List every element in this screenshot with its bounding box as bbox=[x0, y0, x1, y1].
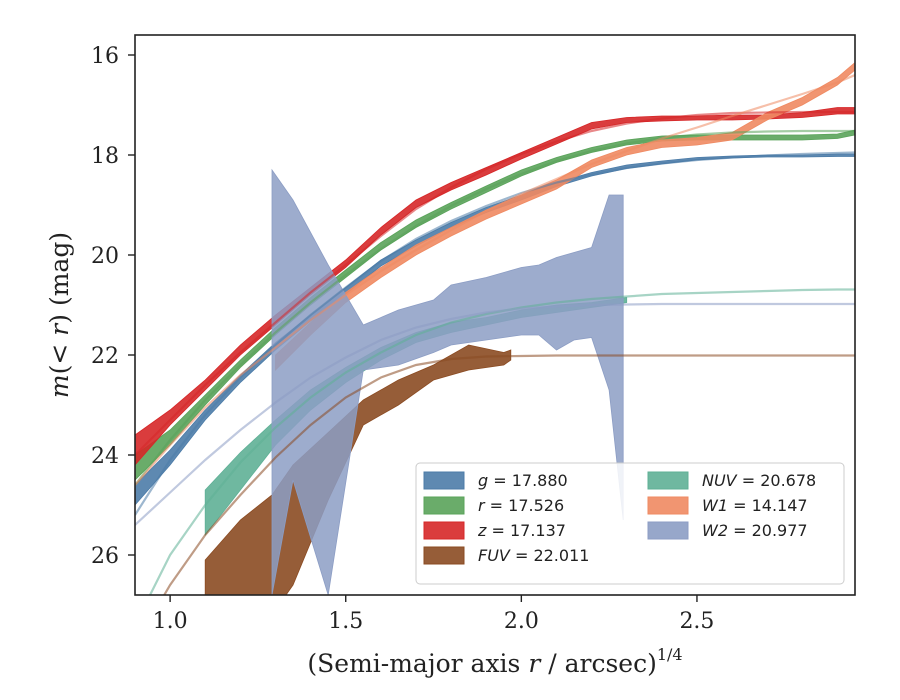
y-axis-label: m(< r) (mag) bbox=[45, 232, 74, 398]
legend-label-nuv: NUV = 20.678 bbox=[702, 471, 816, 490]
legend-label-fuv: FUV = 22.011 bbox=[478, 546, 589, 565]
y-tick-label: 24 bbox=[91, 444, 119, 469]
legend-label-w1: W1 = 14.147 bbox=[702, 496, 808, 515]
y-tick-label: 20 bbox=[91, 244, 119, 269]
model-line-w1 bbox=[135, 73, 855, 486]
legend-swatch-z bbox=[423, 521, 465, 540]
y-tick-label: 18 bbox=[91, 144, 119, 169]
legend-swatch-fuv bbox=[423, 546, 465, 565]
legend-swatch-w1 bbox=[647, 496, 689, 515]
model-line-fuv bbox=[162, 354, 855, 595]
legend-label-r: r = 17.526 bbox=[478, 496, 564, 515]
x-tick-label: 1.5 bbox=[328, 609, 363, 634]
x-tick-label: 2.5 bbox=[679, 609, 714, 634]
model-line-z bbox=[135, 110, 855, 456]
model-line-layer bbox=[135, 73, 855, 595]
legend-swatch-nuv bbox=[647, 471, 689, 490]
y-tick-label: 22 bbox=[91, 344, 119, 369]
legend-swatch-r bbox=[423, 496, 465, 515]
legend-label-z: z = 17.137 bbox=[477, 521, 566, 540]
y-tick-label: 16 bbox=[91, 44, 119, 69]
legend-label-w2: W2 = 20.977 bbox=[702, 521, 808, 540]
band-r bbox=[135, 129, 855, 481]
legend-swatch-w2 bbox=[647, 521, 689, 540]
x-tick-label: 1.0 bbox=[153, 609, 188, 634]
y-tick-label: 26 bbox=[91, 544, 119, 569]
legend-box bbox=[415, 462, 845, 585]
plot-frame bbox=[134, 34, 856, 596]
legend-label-g: g = 17.880 bbox=[478, 471, 568, 490]
legend: g = 17.880 r = 17.526 z = 17.137 FUV = 22.0… bbox=[415, 462, 845, 585]
legend-swatch-g bbox=[423, 471, 465, 490]
x-tick-label: 2.0 bbox=[504, 609, 539, 634]
x-axis-label: (Semi-major axis r / arcsec)1/4 bbox=[307, 645, 682, 678]
model-line-w2 bbox=[135, 302, 855, 526]
model-line-r bbox=[135, 129, 855, 486]
axes: 1.0 1.5 2.0 2.5 16 18 20 22 24 26 bbox=[91, 44, 714, 634]
